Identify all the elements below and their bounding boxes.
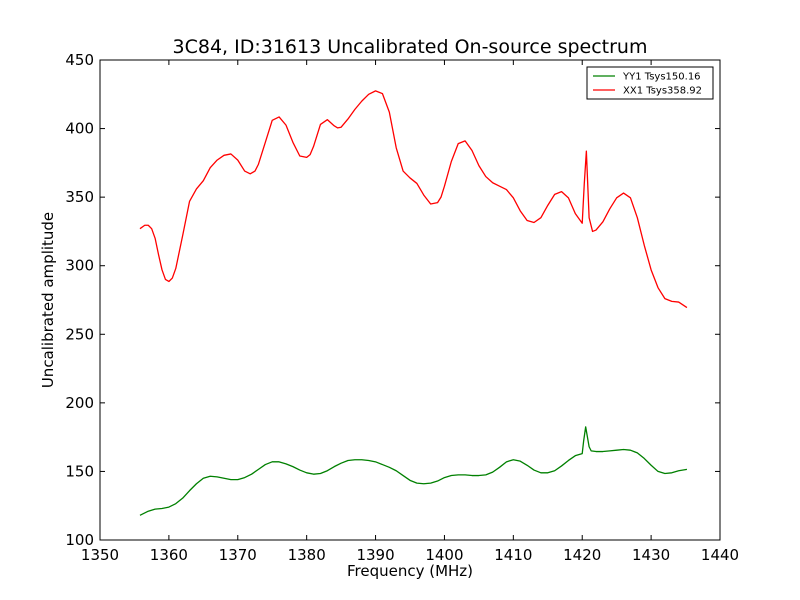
x-tick-label: 1430 [632, 546, 670, 564]
x-tick-label: 1410 [494, 546, 532, 564]
plot-frame [99, 59, 721, 541]
y-tick-label: 350 [65, 188, 94, 206]
series-line-1 [139, 426, 688, 516]
legend-label-2: XX1 Tsys358.92 [623, 86, 702, 97]
plot-lines [139, 90, 688, 516]
x-tick-label: 1380 [288, 546, 326, 564]
y-tick-label: 400 [65, 120, 94, 138]
y-tick-label: 300 [65, 257, 94, 275]
x-tick-label: 1420 [563, 546, 601, 564]
x-tick-label: 1360 [150, 546, 188, 564]
legend: YY1 Tsys150.16 XX1 Tsys358.92 [586, 66, 714, 100]
legend-box [586, 66, 714, 100]
y-tick-label: 450 [65, 51, 94, 69]
chart-title: 3C84, ID:31613 Uncalibrated On-source sp… [173, 36, 648, 58]
x-tick-label: 1350 [81, 546, 119, 564]
x-tick-label: 1390 [356, 546, 394, 564]
x-axis-ticks: 1350 1360 1370 1380 1390 1400 1410 1420 1430 1440 [81, 60, 739, 564]
x-tick-label: 1400 [425, 546, 463, 564]
x-tick-label: 1370 [219, 546, 257, 564]
series-line-2 [139, 90, 688, 309]
y-tick-label: 250 [65, 325, 94, 343]
x-tick-label: 1440 [701, 546, 739, 564]
y-axis-ticks: 100 150 200 250 300 350 400 450 [65, 51, 720, 549]
y-tick-label: 100 [65, 531, 94, 549]
legend-label-1: YY1 Tsys150.16 [622, 72, 701, 83]
x-axis-label: Frequency (MHz) [347, 562, 473, 580]
y-tick-label: 150 [65, 462, 94, 480]
y-tick-label: 200 [65, 394, 94, 412]
y-axis-label: Uncalibrated amplitude [39, 212, 57, 388]
